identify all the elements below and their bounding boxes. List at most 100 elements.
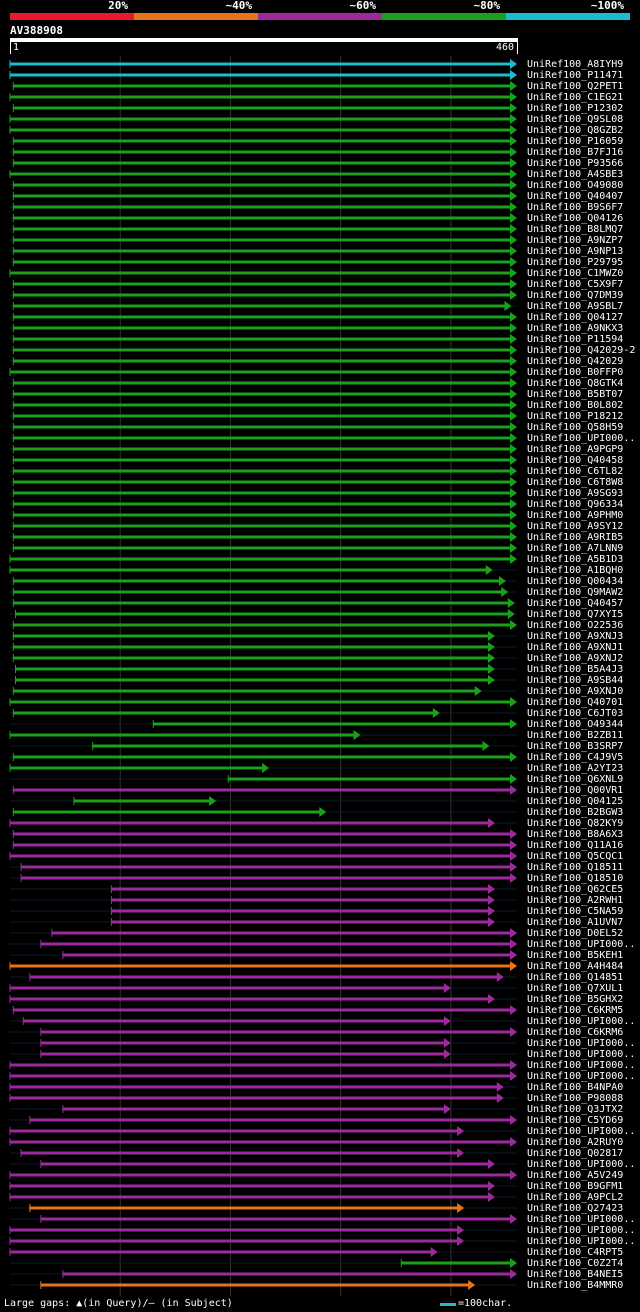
hit-row[interactable]: UniRef100_Q9MAW2 — [10, 587, 623, 598]
hit-row[interactable]: UniRef100_A9XNJ2 — [10, 653, 623, 664]
hit-label[interactable]: UniRef100_B4NEI5 — [527, 1269, 623, 1280]
hit-row[interactable]: UniRef100_Q3JTX2 — [10, 1104, 623, 1115]
hit-label[interactable]: UniRef100_Q00VR1 — [527, 785, 623, 796]
hit-label[interactable]: UniRef100_P12302 — [527, 103, 623, 114]
hit-label[interactable]: UniRef100_A9NKX3 — [527, 323, 623, 334]
hit-label[interactable]: UniRef100_C6JT03 — [527, 708, 623, 719]
hit-label[interactable]: UniRef100_B8A6X3 — [527, 829, 623, 840]
hit-label[interactable]: UniRef100_C4RPT5 — [527, 1247, 623, 1258]
hit-row[interactable]: UniRef100_B8A6X3 — [10, 829, 623, 840]
hit-row[interactable]: UniRef100_A5V249 — [9, 1170, 623, 1181]
hit-label[interactable]: UniRef100_A9PHM0 — [527, 510, 623, 521]
hit-row[interactable]: UniRef100_B4NPA0 — [9, 1082, 623, 1093]
hit-label[interactable]: UniRef100_P16059 — [527, 136, 623, 147]
hit-label[interactable]: UniRef100_Q04127 — [527, 312, 623, 323]
hit-label[interactable]: UniRef100_B5GHX2 — [527, 994, 623, 1005]
hit-label[interactable]: UniRef100_B0FFP0 — [527, 367, 623, 378]
hit-row[interactable]: UniRef100_C1MWZ0 — [9, 268, 623, 279]
hit-label[interactable]: UniRef100_C0Z2T4 — [527, 1258, 623, 1269]
hit-row[interactable]: UniRef100_UPI000.. — [10, 939, 635, 950]
hit-row[interactable]: UniRef100_A9SY12 — [10, 521, 623, 532]
hit-label[interactable]: UniRef100_A9NP13 — [527, 246, 623, 257]
hit-row[interactable]: UniRef100_A1UVN7 — [10, 917, 623, 928]
hit-row[interactable]: UniRef100_P16059 — [10, 136, 623, 147]
hit-row[interactable]: UniRef100_Q62CE5 — [10, 884, 623, 895]
hit-row[interactable]: UniRef100_A2YI23 — [9, 763, 623, 774]
hit-label[interactable]: UniRef100_Q40457 — [527, 598, 623, 609]
hit-row[interactable]: UniRef100_Q02817 — [10, 1148, 623, 1159]
hit-label[interactable]: UniRef100_Q82KY9 — [527, 818, 623, 829]
hit-label[interactable]: UniRef100_B4MMR0 — [527, 1280, 623, 1291]
hit-label[interactable]: UniRef100_Q40458 — [527, 455, 623, 466]
hit-row[interactable]: UniRef100_Q11A16 — [10, 840, 623, 851]
hit-row[interactable]: UniRef100_UPI000.. — [9, 1236, 635, 1247]
hit-row[interactable]: UniRef100_A4SBE3 — [9, 169, 623, 180]
hit-row[interactable]: UniRef100_A9SB44 — [10, 675, 623, 686]
hit-label[interactable]: UniRef100_Q62CE5 — [527, 884, 623, 895]
hit-label[interactable]: UniRef100_A1BQH0 — [527, 565, 623, 576]
hit-row[interactable]: UniRef100_Q42029 — [10, 356, 623, 367]
hit-label[interactable]: UniRef100_Q7XUL1 — [527, 983, 623, 994]
hit-label[interactable]: UniRef100_C6T8W8 — [527, 477, 623, 488]
hit-row[interactable]: UniRef100_A5B1D3 — [9, 554, 623, 565]
hit-row[interactable]: UniRef100_O49080 — [10, 180, 623, 191]
hit-row[interactable]: UniRef100_B7FJ16 — [10, 147, 623, 158]
hit-row[interactable]: UniRef100_C4RPT5 — [9, 1247, 623, 1258]
hit-row[interactable]: UniRef100_Q14851 — [10, 972, 623, 983]
hit-row[interactable]: UniRef100_B3SRP7 — [10, 741, 623, 752]
hit-label[interactable]: UniRef100_A9SY12 — [527, 521, 623, 532]
hit-row[interactable]: UniRef100_C6KRM6 — [10, 1027, 623, 1038]
hit-label[interactable]: UniRef100_B7FJ16 — [527, 147, 623, 158]
hit-label[interactable]: UniRef100_C6KRM6 — [527, 1027, 623, 1038]
hit-row[interactable]: UniRef100_B2ZB11 — [9, 730, 623, 741]
hit-label[interactable]: UniRef100_Q18510 — [527, 873, 623, 884]
hit-label[interactable]: UniRef100_A5V249 — [527, 1170, 623, 1181]
hit-label[interactable]: UniRef100_Q11A16 — [527, 840, 623, 851]
hit-label[interactable]: UniRef100_A2YI23 — [527, 763, 623, 774]
hit-label[interactable]: UniRef100_A9SB44 — [527, 675, 623, 686]
hit-row[interactable]: UniRef100_B4NEI5 — [10, 1269, 623, 1280]
hit-row[interactable]: UniRef100_A9XNJ3 — [10, 631, 623, 642]
hit-row[interactable]: UniRef100_P98088 — [9, 1093, 623, 1104]
hit-label[interactable]: UniRef100_A9XNJ3 — [527, 631, 623, 642]
hit-label[interactable]: UniRef100_A9NZP7 — [527, 235, 623, 246]
hit-row[interactable]: UniRef100_Q40457 — [10, 598, 623, 609]
hit-label[interactable]: UniRef100_P29795 — [527, 257, 623, 268]
hit-label[interactable]: UniRef100_P18212 — [527, 411, 623, 422]
hit-row[interactable]: UniRef100_Q40407 — [10, 191, 623, 202]
hit-row[interactable]: UniRef100_P11594 — [10, 334, 623, 345]
hit-row[interactable]: UniRef100_UPI000.. — [10, 1016, 635, 1027]
hit-label[interactable]: UniRef100_C5NA59 — [527, 906, 623, 917]
hit-label[interactable]: UniRef100_UPI000.. — [527, 1236, 635, 1247]
hit-row[interactable]: UniRef100_UPI000.. — [10, 1159, 635, 1170]
hit-label[interactable]: UniRef100_P98088 — [527, 1093, 623, 1104]
hit-row[interactable]: UniRef100_UPI000.. — [10, 1049, 635, 1060]
hit-row[interactable]: UniRef100_A2RUY0 — [9, 1137, 623, 1148]
hit-label[interactable]: UniRef100_B9S6F7 — [527, 202, 623, 213]
hit-row[interactable]: UniRef100_A1BQH0 — [9, 565, 623, 576]
hit-row[interactable]: UniRef100_Q8GTK4 — [10, 378, 623, 389]
hit-label[interactable]: UniRef100_B4NPA0 — [527, 1082, 623, 1093]
hit-row[interactable]: UniRef100_P93566 — [10, 158, 623, 169]
hit-label[interactable]: UniRef100_P93566 — [527, 158, 623, 169]
hit-row[interactable]: UniRef100_P11471 — [9, 70, 623, 81]
hit-label[interactable]: UniRef100_D0EL52 — [527, 928, 623, 939]
hit-row[interactable]: UniRef100_A9PCL2 — [9, 1192, 623, 1203]
hit-label[interactable]: UniRef100_Q2PET1 — [527, 81, 623, 92]
hit-label[interactable]: UniRef100_A2RWH1 — [527, 895, 623, 906]
hit-label[interactable]: UniRef100_P11471 — [527, 70, 623, 81]
hit-row[interactable]: UniRef100_Q96334 — [10, 499, 623, 510]
hit-label[interactable]: UniRef100_Q96334 — [527, 499, 623, 510]
hit-label[interactable]: UniRef100_B9GFM1 — [527, 1181, 623, 1192]
hit-row[interactable]: UniRef100_A2RWH1 — [10, 895, 623, 906]
hit-row[interactable]: UniRef100_Q9SL08 — [9, 114, 623, 125]
hit-label[interactable]: UniRef100_UPI000.. — [527, 1214, 635, 1225]
hit-row[interactable]: UniRef100_P29795 — [10, 257, 623, 268]
hit-row[interactable]: UniRef100_C6T8W8 — [10, 477, 623, 488]
hit-label[interactable]: UniRef100_B3SRP7 — [527, 741, 623, 752]
hit-label[interactable]: UniRef100_Q5CQC1 — [527, 851, 623, 862]
hit-label[interactable]: UniRef100_UPI000.. — [527, 1126, 635, 1137]
hit-row[interactable]: UniRef100_C5NA59 — [10, 906, 623, 917]
hit-row[interactable]: UniRef100_C5X9F7 — [10, 279, 623, 290]
hit-label[interactable]: UniRef100_Q02817 — [527, 1148, 623, 1159]
